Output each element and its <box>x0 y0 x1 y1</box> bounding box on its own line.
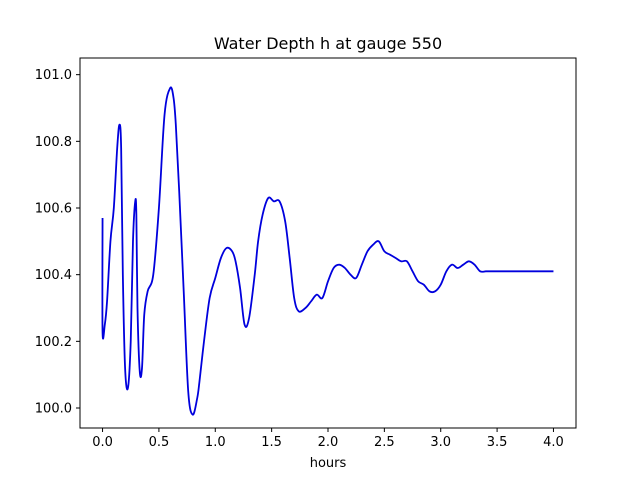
x-axis-label: hours <box>310 456 347 471</box>
x-tick-label: 1.0 <box>205 435 226 450</box>
y-tick-label: 101.0 <box>35 68 72 83</box>
y-tick-label: 100.4 <box>35 268 72 283</box>
plot-frame <box>79 57 577 429</box>
x-tick-label: 4.0 <box>543 435 564 450</box>
y-axis: 100.0 100.2 100.4 100.6 100.8 101.0 <box>35 68 80 417</box>
x-tick-label: 0.5 <box>149 435 170 450</box>
x-axis: 0.0 0.5 1.0 1.5 2.0 2.5 3.0 3.5 4.0 <box>92 428 564 450</box>
series-line-0 <box>101 86 554 416</box>
x-tick-label: 2.5 <box>374 435 395 450</box>
y-tick-label: 100.2 <box>35 335 72 350</box>
y-tick-label: 100.0 <box>35 402 72 417</box>
x-tick-label: 3.0 <box>430 435 451 450</box>
series-layer <box>101 86 554 416</box>
x-tick-label: 3.5 <box>487 435 508 450</box>
y-tick-label: 100.8 <box>35 135 72 150</box>
chart-title: Water Depth h at gauge 550 <box>214 34 442 53</box>
y-tick-label: 100.6 <box>35 202 72 217</box>
x-tick-label: 2.0 <box>318 435 339 450</box>
x-tick-label: 0.0 <box>92 435 113 450</box>
x-tick-label: 1.5 <box>261 435 282 450</box>
